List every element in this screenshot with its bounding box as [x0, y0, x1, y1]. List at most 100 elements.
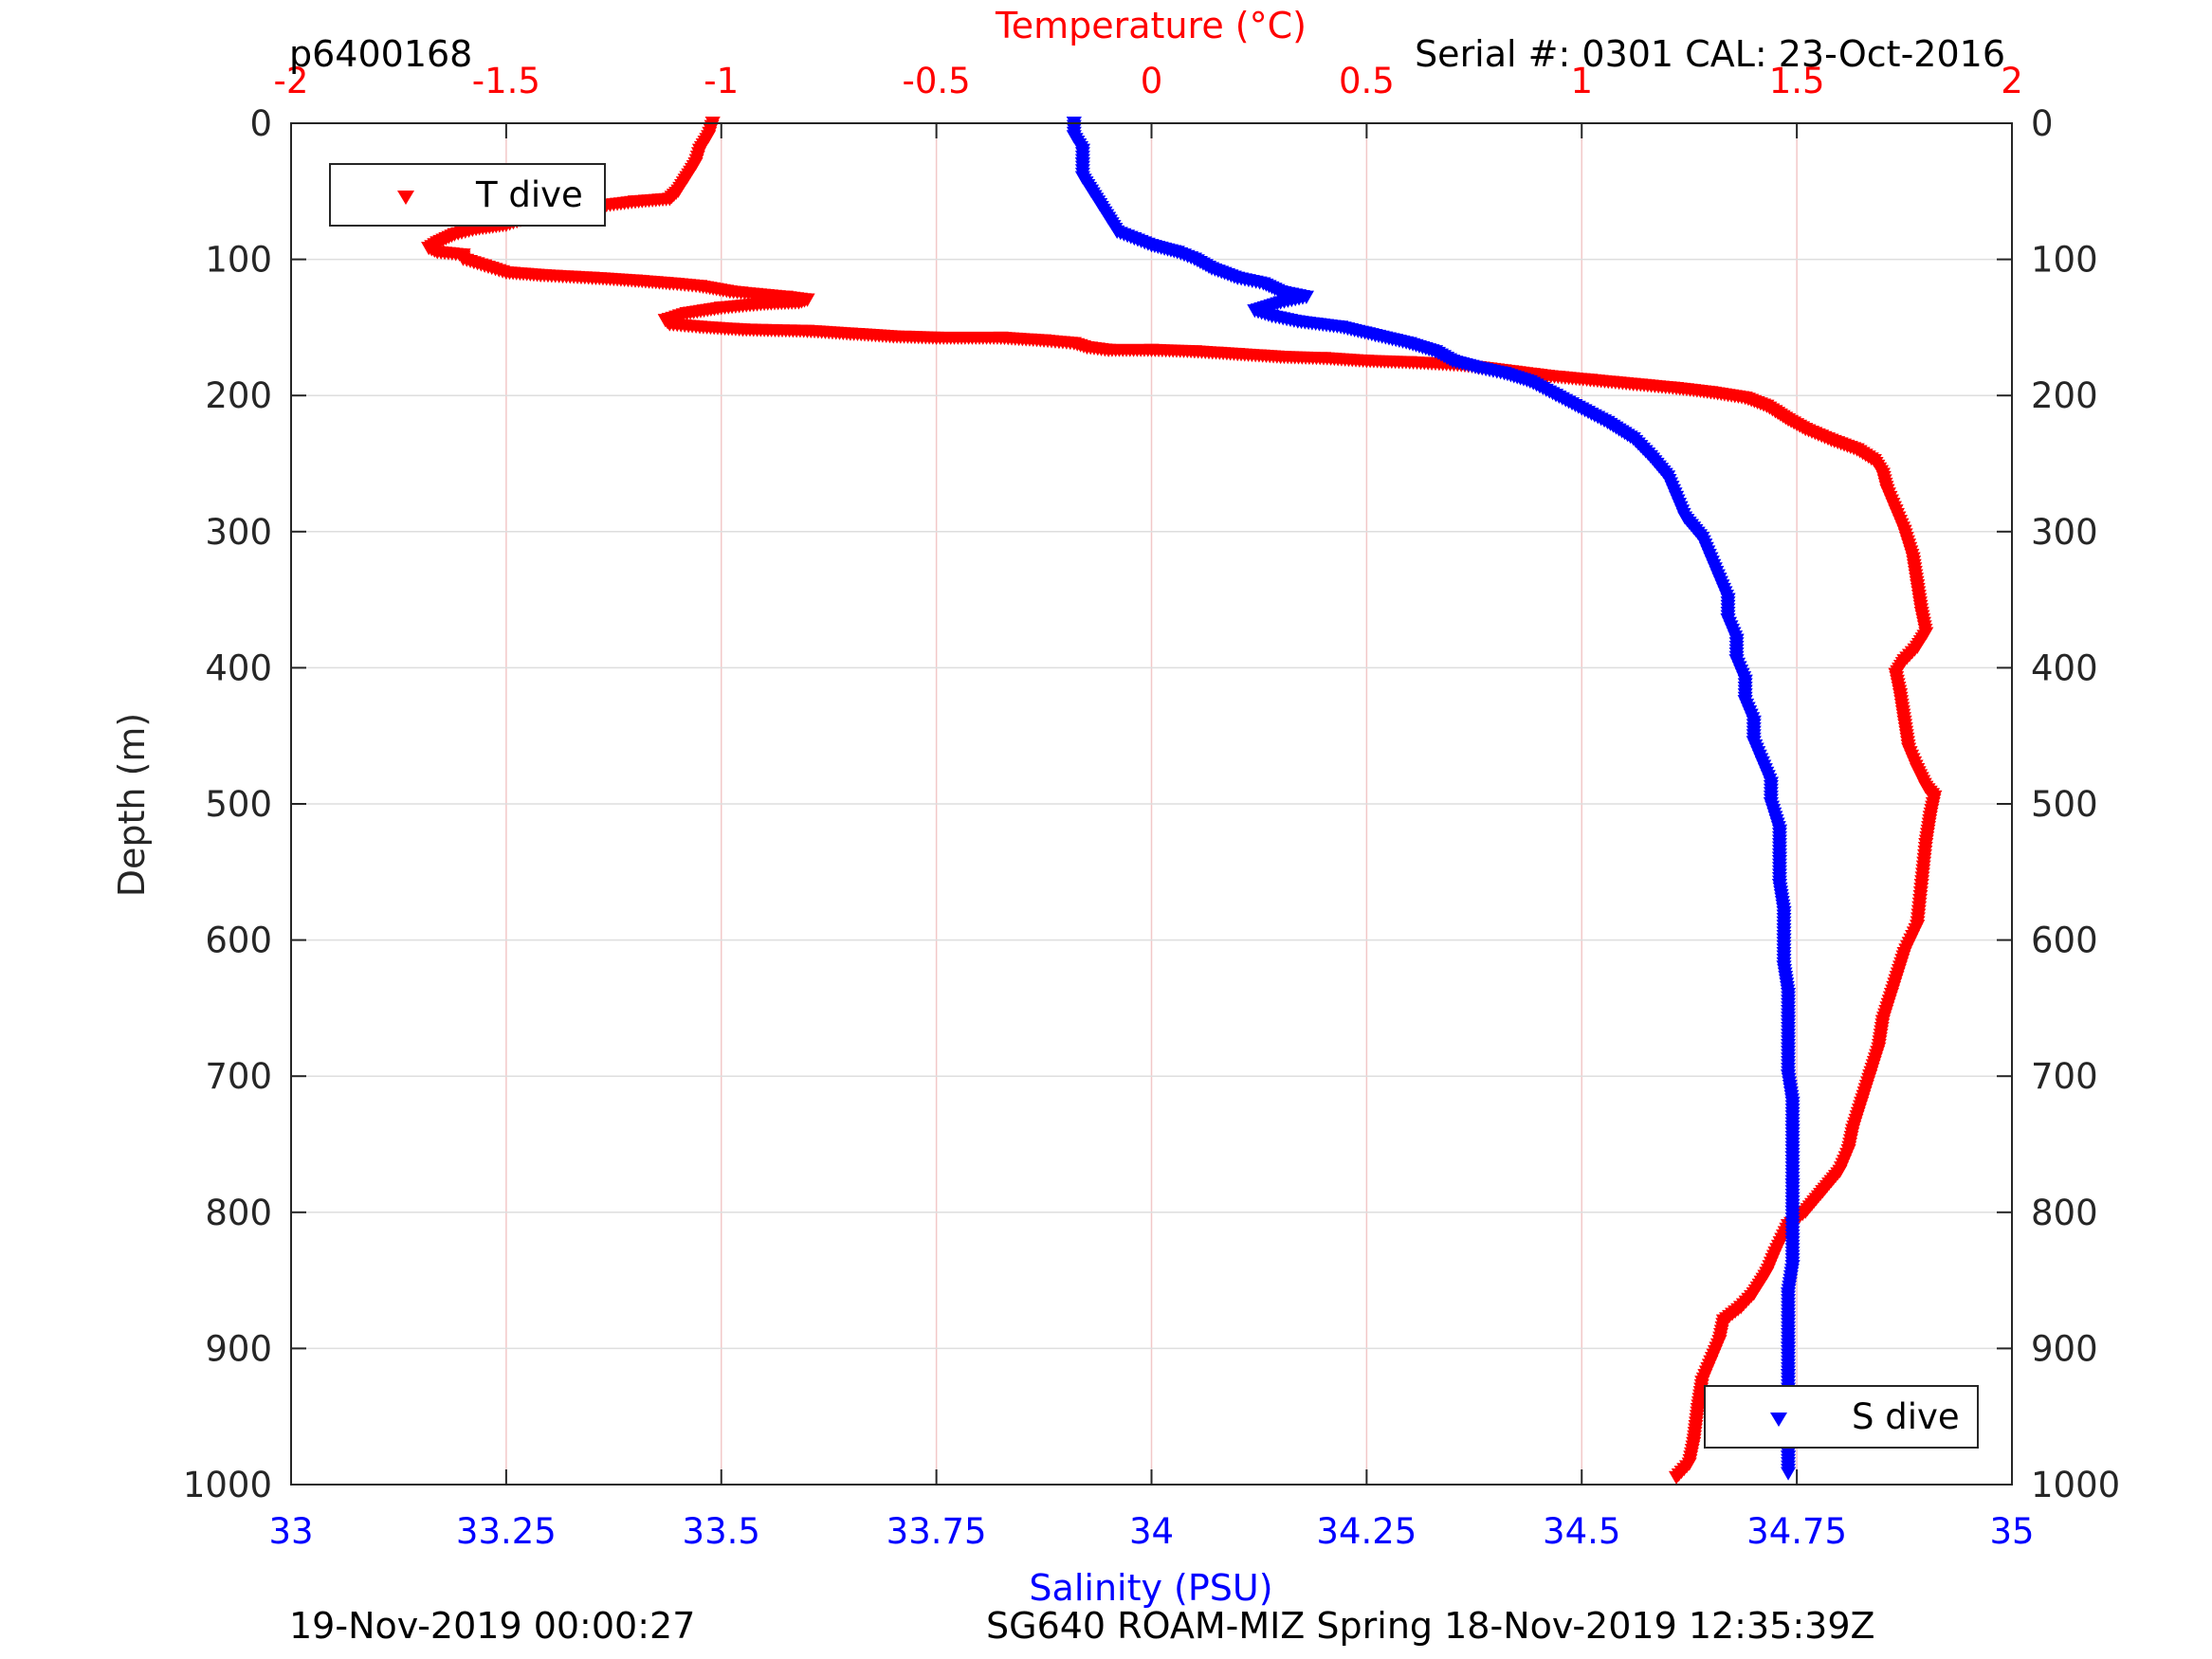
temperature-point	[1767, 405, 1783, 419]
legend-salinity-marker	[1770, 1413, 1787, 1427]
salinity-point	[1333, 320, 1349, 335]
temperature-point	[1910, 763, 1926, 777]
temperature-point	[701, 130, 717, 144]
tick-label-temperature: -1	[704, 61, 739, 101]
temperature-point	[1879, 483, 1895, 498]
salinity-point	[1272, 296, 1289, 310]
salinity-point	[1728, 654, 1745, 668]
salinity-point	[1574, 402, 1590, 416]
salinity-point	[1169, 246, 1185, 260]
tick-label-depth-left: 500	[205, 784, 272, 825]
temperature-point	[1781, 413, 1797, 428]
temperature-point	[1862, 1069, 1878, 1084]
temperature-point	[777, 290, 794, 304]
temperature-point	[1401, 356, 1417, 370]
tick-label-temperature: -1.5	[472, 61, 540, 101]
temperature-point	[1823, 433, 1839, 447]
temperature-point	[430, 246, 446, 260]
salinity-point	[1737, 674, 1753, 688]
salinity-point	[1186, 252, 1202, 266]
temperature-point	[1910, 920, 1926, 934]
temperature-point	[886, 330, 902, 344]
salinity-markers	[1066, 117, 1801, 1481]
salinity-point	[1083, 184, 1099, 198]
salinity-point	[1784, 1151, 1801, 1165]
salinity-point	[1754, 756, 1770, 770]
salinity-point	[1784, 1205, 1801, 1219]
salinity-point	[1781, 1014, 1797, 1029]
tick-label-depth-left: 200	[205, 375, 272, 416]
tick-label-temperature: 2	[2001, 61, 2023, 101]
salinity-point	[1720, 613, 1736, 628]
temperature-point	[687, 157, 704, 172]
tick-label-depth-left: 400	[205, 647, 272, 688]
salinity-point	[1255, 277, 1271, 291]
footer-caption: SG640 ROAM-MIZ Spring 18-Nov-2019 12:35:…	[986, 1605, 1875, 1647]
axis-ticks: -2 -1.5 -1 -0.5 0 0.5 1 1.5 2 33 33.25 33.5 33.75 34 3…	[183, 61, 2120, 1552]
temperature-point	[1186, 345, 1202, 359]
temperature-point	[692, 143, 708, 157]
tick-label-temperature: -0.5	[903, 61, 971, 101]
temperature-point	[1849, 443, 1865, 457]
temperature-point	[1079, 340, 1095, 355]
tick-label-temperature: 1	[1570, 61, 1593, 101]
temperature-markers	[421, 117, 1943, 1485]
temperature-point	[1759, 399, 1775, 413]
salinity-point	[1298, 290, 1314, 304]
salinity-point	[1784, 1178, 1801, 1193]
temperature-point	[1910, 640, 1926, 654]
salinity-point	[1776, 905, 1792, 920]
tick-label-depth-left: 0	[249, 103, 272, 144]
temperature-point	[455, 252, 471, 266]
salinity-point	[1522, 374, 1538, 389]
temperature-point	[1845, 1123, 1861, 1138]
salinity-point	[1427, 345, 1443, 359]
salinity-point	[1272, 285, 1289, 300]
temperature-point	[1681, 1457, 1697, 1471]
tick-label-salinity: 34.25	[1316, 1511, 1417, 1552]
salinity-point	[1496, 367, 1512, 381]
salinity-point	[1642, 449, 1658, 464]
salinity-point	[1746, 736, 1762, 750]
temperature-point	[713, 301, 729, 316]
salinity-point	[1143, 239, 1160, 253]
salinity-point	[1771, 851, 1787, 866]
temperature-point	[1832, 1164, 1848, 1178]
salinity-point	[1763, 797, 1779, 811]
depth-axis-title: Depth (m)	[111, 713, 153, 898]
tick-label-depth-left: 600	[205, 921, 272, 961]
salinity-point	[1781, 988, 1797, 1002]
tick-label-depth-left: 100	[205, 240, 272, 281]
tick-label-depth-right: 200	[2031, 375, 2098, 416]
salinity-point	[1471, 361, 1487, 375]
temperature-point	[1918, 780, 1934, 794]
salinity-point	[1694, 531, 1710, 545]
tick-label-depth-right: 500	[2031, 784, 2098, 825]
tick-label-salinity: 34.75	[1746, 1511, 1847, 1552]
temperature-point	[1913, 606, 1929, 620]
temperature-point	[1798, 1205, 1814, 1219]
tick-label-depth-right: 700	[2031, 1056, 2098, 1097]
tick-label-depth-left: 900	[205, 1328, 272, 1369]
salinity-point	[1625, 432, 1641, 447]
salinity-point	[1771, 879, 1787, 893]
temperature-point	[1905, 552, 1921, 566]
temperature-point	[1669, 1470, 1685, 1485]
tick-label-salinity: 33.25	[456, 1511, 557, 1552]
serial-cal-info: Serial #: 0301 CAL: 23-Oct-2016	[1415, 33, 2005, 75]
temperature-point	[1896, 654, 1912, 668]
salinity-point	[1109, 225, 1125, 239]
temperature-point	[1815, 1185, 1831, 1199]
temperature-point	[1910, 579, 1926, 593]
tick-label-salinity: 34.5	[1543, 1511, 1620, 1552]
salinity-point	[1784, 1232, 1801, 1247]
tick-label-salinity: 33.75	[887, 1511, 987, 1552]
temperature-point	[1669, 382, 1685, 396]
temperature-point	[628, 274, 643, 288]
salinity-point	[1784, 1096, 1801, 1110]
salinity-point	[1776, 933, 1792, 947]
salinity-point	[1737, 695, 1753, 709]
salinity-point	[1289, 315, 1306, 329]
temperature-point	[799, 324, 815, 338]
legend-temperature-label: T dive	[475, 174, 583, 215]
